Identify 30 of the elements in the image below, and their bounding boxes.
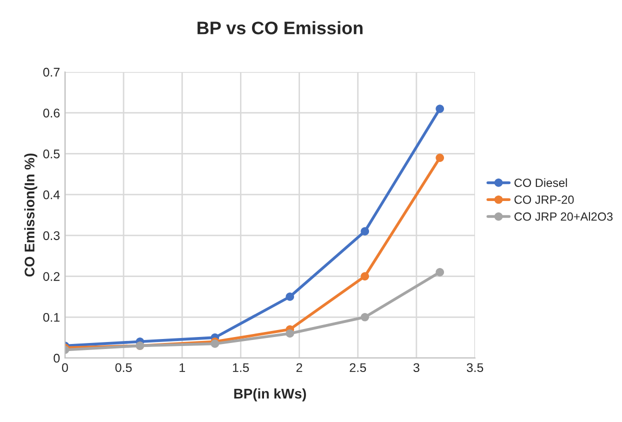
x-tick-label: 2	[296, 363, 302, 372]
legend-label: CO JRP-20	[514, 196, 574, 204]
x-tick-label: 0.5	[115, 363, 132, 372]
x-axis-title: BP(in kWs)	[234, 388, 306, 402]
point	[360, 312, 370, 322]
y-tick-label: 0.2	[43, 272, 60, 281]
point	[436, 104, 444, 113]
point	[286, 292, 294, 301]
x-tick-label: 0	[62, 363, 68, 372]
x-tick-label: 2.5	[350, 363, 366, 372]
point	[286, 329, 294, 338]
chart-title: BP vs CO Emission	[198, 21, 363, 34]
x-tick-label: 1	[180, 363, 186, 372]
y-tick-label: 0.3	[43, 231, 60, 240]
point	[436, 268, 444, 276]
y-tick-label: 0.7	[43, 68, 60, 77]
y-axis-title: CO Emission(In %)	[24, 154, 38, 277]
point	[360, 227, 370, 236]
point	[360, 272, 370, 280]
y-tick-label: 0.6	[43, 108, 60, 118]
x-tick-label: 1.5	[232, 363, 249, 372]
legend-label: CO Diesel	[514, 178, 567, 187]
legend-label: CO JRP 20+Al2O3	[514, 212, 613, 221]
y-tick-label: 0.1	[43, 312, 60, 322]
y-tick-label: 0.4	[43, 190, 60, 200]
x-tick-label: 3.5	[466, 363, 484, 372]
y-tick-label: 0	[54, 354, 60, 363]
x-tick-label: 3	[413, 363, 420, 372]
point	[436, 154, 444, 162]
y-tick-label: 0.5	[43, 150, 60, 158]
